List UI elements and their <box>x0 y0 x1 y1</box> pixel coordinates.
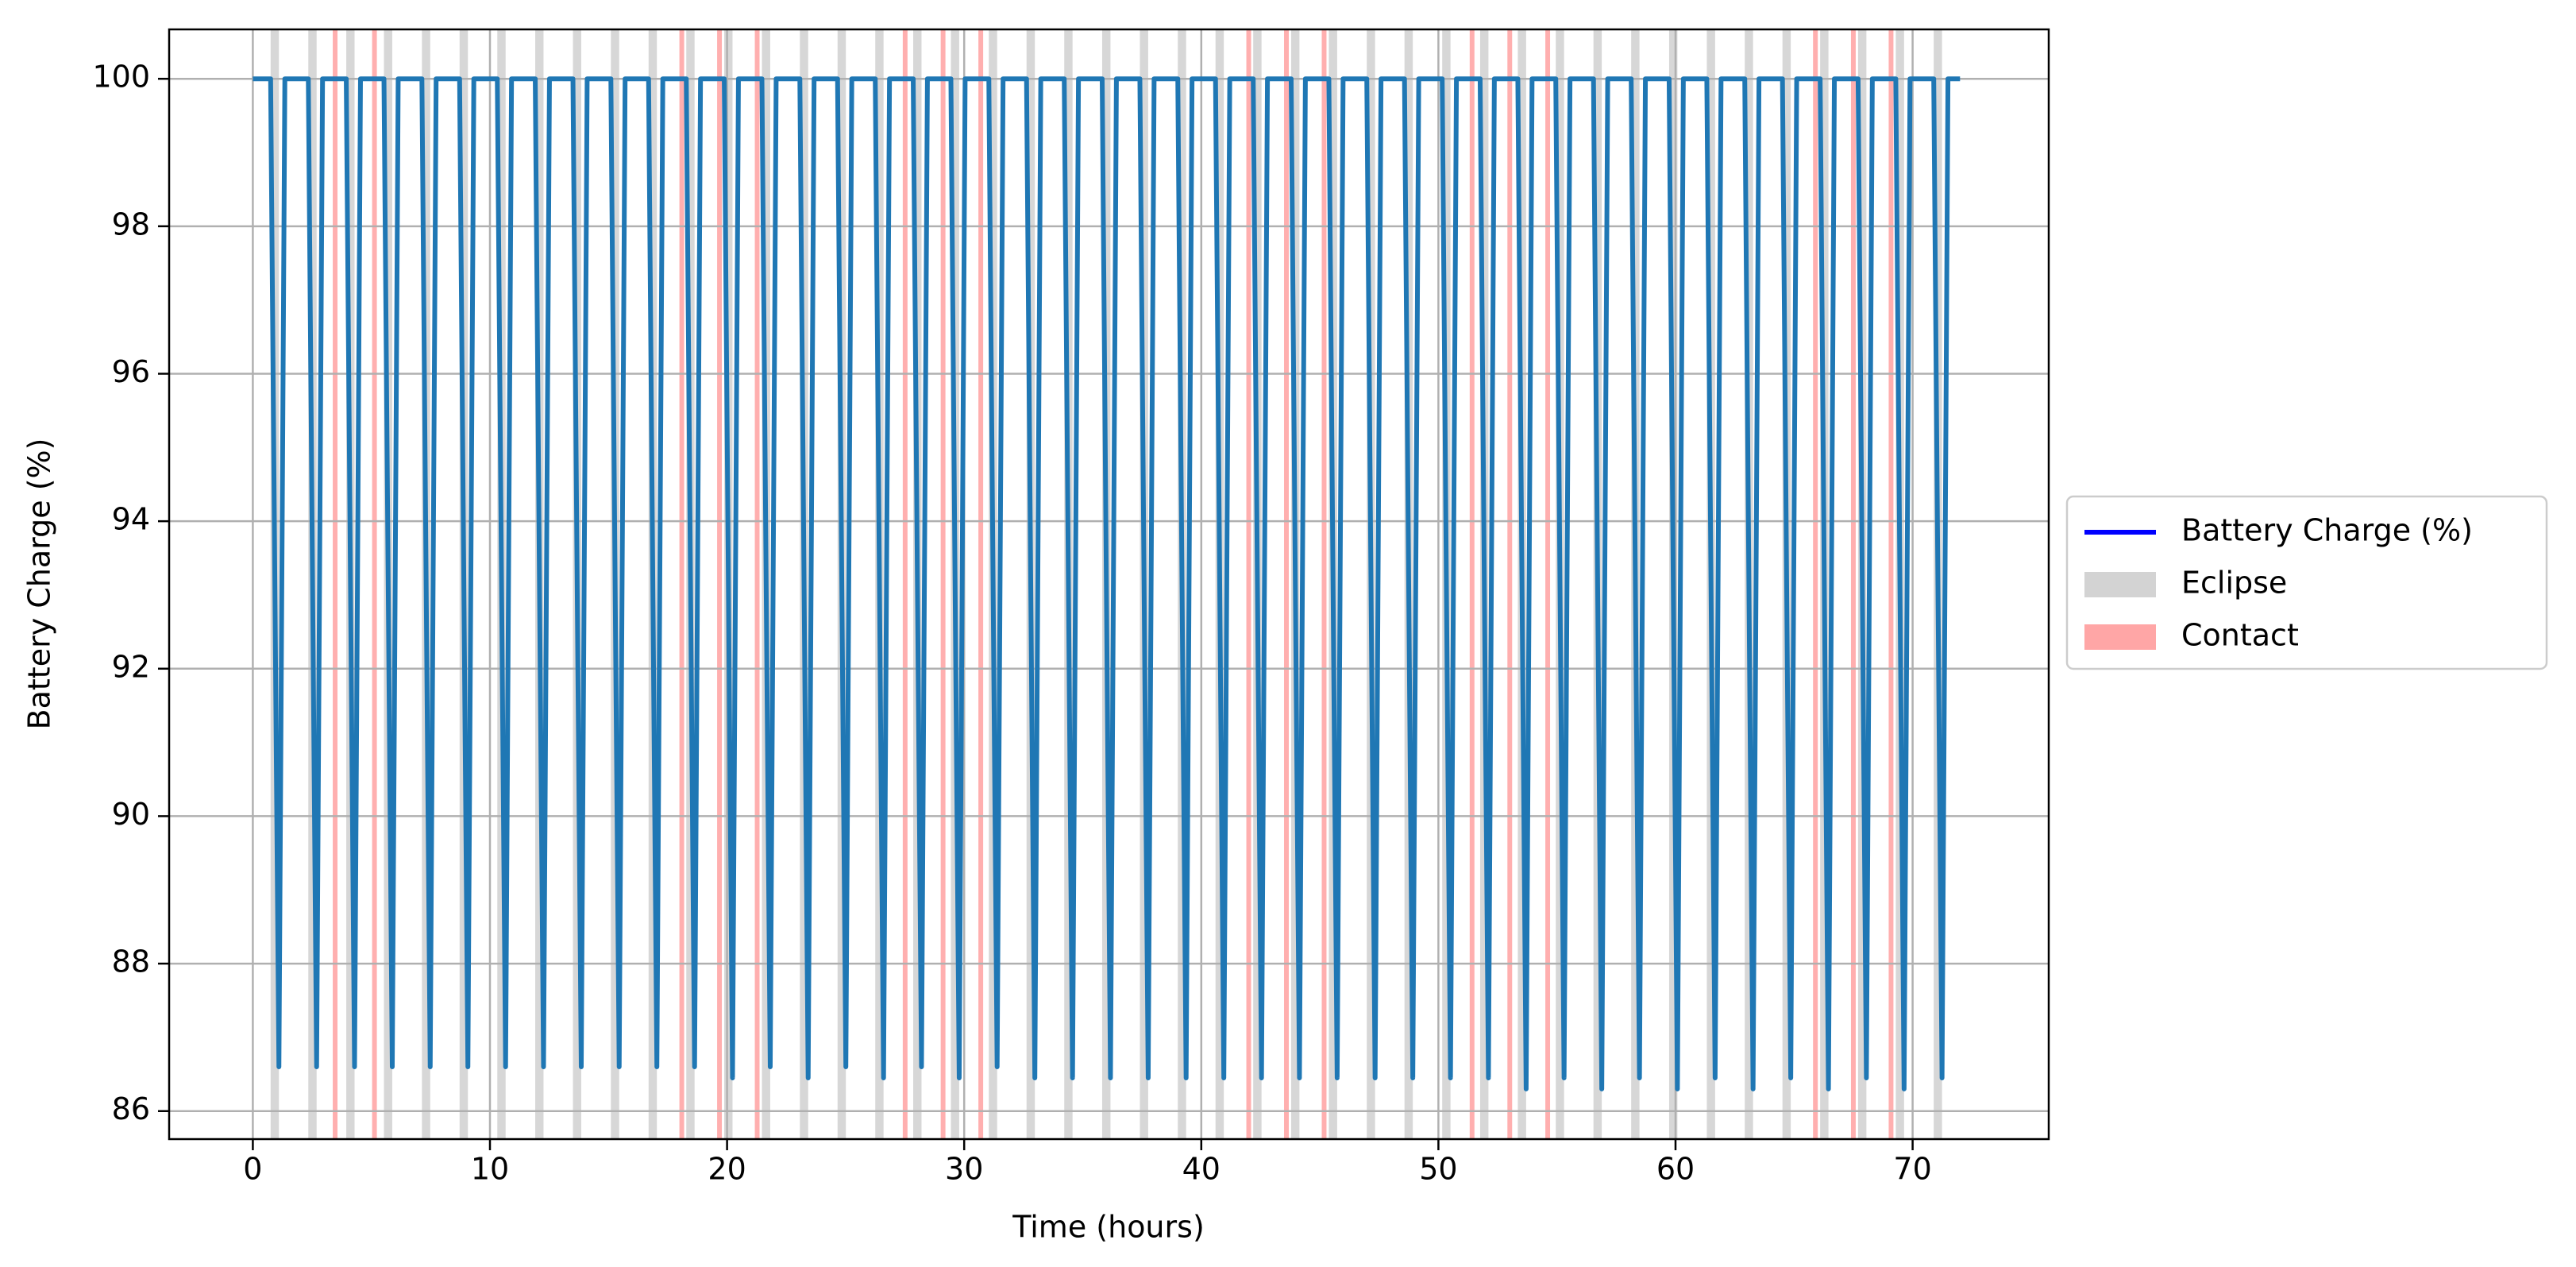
shaded-span <box>1888 29 1894 1139</box>
x-tick-label: 30 <box>945 1152 983 1187</box>
shaded-span <box>333 29 338 1139</box>
y-tick-label: 90 <box>112 797 150 832</box>
y-tick-label: 98 <box>112 207 150 241</box>
shaded-span <box>754 29 760 1139</box>
y-tick-label: 96 <box>112 354 150 389</box>
shaded-span <box>978 29 984 1139</box>
shaded-span <box>1284 29 1289 1139</box>
x-tick-label: 40 <box>1182 1152 1221 1187</box>
legend: Battery Charge (%) Eclipse Contact <box>2065 495 2548 670</box>
x-axis-label: Time (hours) <box>1012 1210 1205 1245</box>
shaded-span <box>902 29 908 1139</box>
legend-frame <box>2065 495 2548 670</box>
y-tick-label: 88 <box>112 944 150 979</box>
y-tick-label: 92 <box>112 649 150 684</box>
axes-frame <box>168 28 2050 1141</box>
legend-label: Eclipse <box>2181 566 2287 601</box>
shaded-span <box>1850 29 1856 1139</box>
y-tick-label: 100 <box>92 60 150 95</box>
y-axis-label: Battery Charge (%) <box>22 438 57 730</box>
y-tick-label: 86 <box>112 1091 150 1126</box>
x-tick-label: 10 <box>471 1152 509 1187</box>
shaded-span <box>1545 29 1551 1139</box>
y-tick-label: 94 <box>112 502 150 537</box>
shaded-span <box>679 29 684 1139</box>
x-tick-label: 70 <box>1893 1152 1931 1187</box>
shaded-span <box>1813 29 1818 1139</box>
shaded-span <box>1469 29 1475 1139</box>
shaded-span <box>717 29 723 1139</box>
x-tick-label: 50 <box>1419 1152 1457 1187</box>
data-line <box>253 76 1961 1091</box>
legend-label: Battery Charge (%) <box>2181 513 2473 548</box>
legend-swatch <box>2084 624 2156 650</box>
legend-label: Contact <box>2181 618 2299 653</box>
shaded-span <box>1246 29 1251 1139</box>
legend-swatch <box>2084 572 2156 597</box>
shaded-span <box>372 29 377 1139</box>
x-tick-label: 0 <box>243 1152 262 1187</box>
x-tick-label: 60 <box>1656 1152 1695 1187</box>
x-tick-label: 20 <box>708 1152 746 1187</box>
shaded-span <box>940 29 946 1139</box>
plot-area <box>169 29 2049 1139</box>
shaded-span <box>1507 29 1513 1139</box>
shaded-span <box>1321 29 1327 1139</box>
